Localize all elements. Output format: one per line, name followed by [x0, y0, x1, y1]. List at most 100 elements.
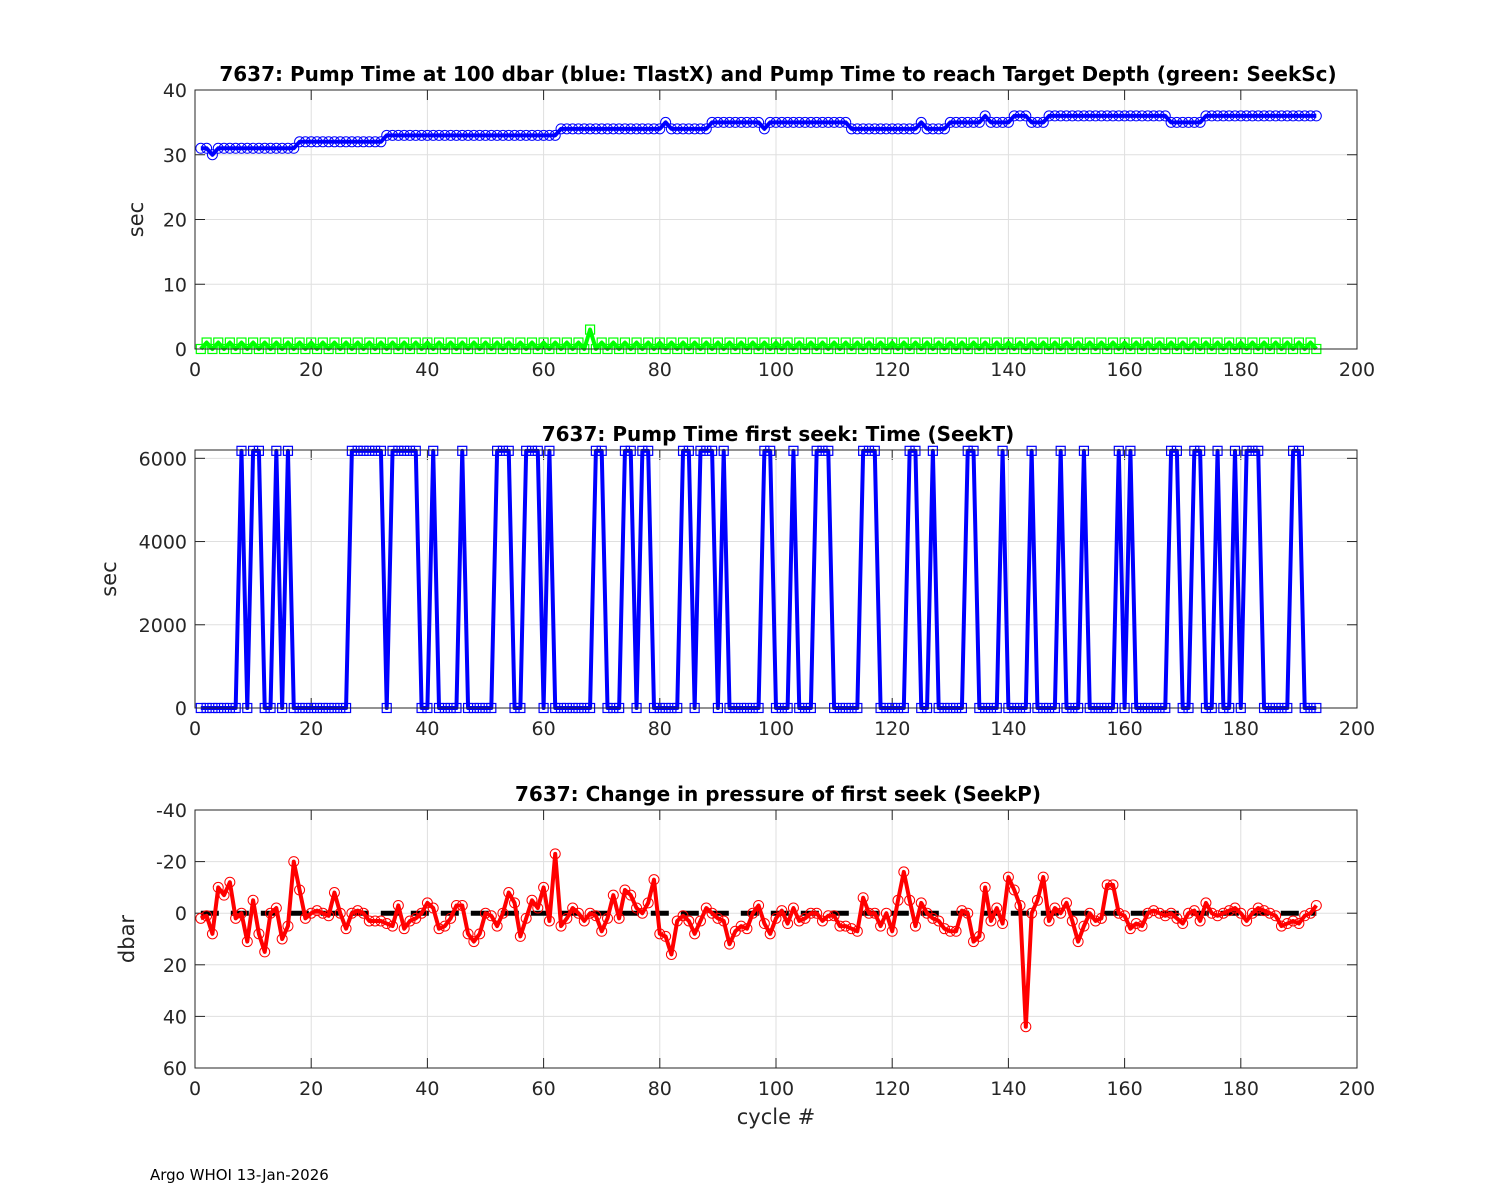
data-point-SeekSc [1189, 337, 1200, 348]
data-point-SeekP [805, 907, 817, 919]
data-point-TlastX [1188, 116, 1200, 128]
data-point-TlastX [299, 136, 311, 148]
data-point-SeekSc [1003, 337, 1014, 348]
data-point-TlastX [567, 123, 579, 135]
data-point-TlastX [1305, 110, 1317, 122]
data-point-SeekP [747, 907, 759, 919]
data-point-TlastX [1223, 110, 1235, 122]
data-point-SeekP [863, 907, 875, 919]
data-point-SeekT [393, 445, 404, 456]
data-point-TlastX [1090, 110, 1102, 122]
data-point-SeekP [538, 881, 550, 893]
data-point-SeekSc [561, 337, 572, 348]
data-point-TlastX [357, 136, 369, 148]
data-point-TlastX [968, 116, 980, 128]
data-point-TlastX [834, 116, 846, 128]
data-point-SeekSc [387, 337, 398, 348]
data-point-SeekP [485, 910, 497, 922]
data-point-SeekP [259, 946, 271, 958]
x-tick-label: 100 [758, 359, 794, 381]
data-point-TlastX [880, 123, 892, 135]
data-point-SeekSc [282, 337, 294, 348]
data-point-SeekP [282, 920, 294, 932]
data-point-TlastX [485, 129, 497, 141]
data-point-SeekP [642, 897, 654, 909]
y-tick-label: -20 [156, 852, 187, 874]
data-point-SeekP [590, 910, 602, 922]
data-point-SeekT [1055, 445, 1066, 456]
data-point-TlastX [1061, 110, 1072, 122]
data-point-TlastX [404, 129, 416, 141]
data-point-SeekP [561, 912, 573, 924]
data-point-SeekP [480, 907, 491, 919]
data-point-TlastX [1235, 110, 1247, 122]
data-point-SeekP [764, 928, 776, 940]
data-point-TlastX [311, 136, 323, 148]
data-point-SeekP [253, 928, 265, 940]
data-point-SeekT [352, 445, 363, 456]
data-point-SeekP [1281, 918, 1293, 930]
data-point-SeekP [288, 856, 300, 868]
data-point-SeekP [1183, 907, 1195, 919]
data-point-SeekP [892, 894, 904, 906]
data-point-TlastX [677, 123, 689, 135]
data-point-SeekP [270, 902, 282, 914]
data-point-SeekSc [364, 337, 375, 348]
data-point-TlastX [596, 123, 608, 135]
data-point-TlastX [1026, 116, 1038, 128]
data-point-SeekSc [550, 337, 561, 348]
data-point-TlastX [572, 123, 584, 135]
data-point-SeekSc [526, 337, 538, 348]
data-point-TlastX [799, 116, 811, 128]
data-point-SeekSc [375, 337, 387, 348]
data-point-TlastX [398, 129, 410, 141]
data-point-SeekSc [306, 337, 317, 348]
data-point-SeekSc [712, 337, 724, 348]
data-point-SeekSc [805, 337, 816, 348]
data-point-TlastX [1031, 116, 1043, 128]
data-point-SeekT [1195, 445, 1206, 456]
y-tick-label: 2000 [139, 615, 187, 637]
data-point-SeekT [271, 445, 282, 456]
data-point-TlastX [555, 123, 567, 135]
data-point-TlastX [921, 123, 933, 135]
data-point-TlastX [1264, 110, 1276, 122]
data-point-TlastX [1299, 110, 1311, 122]
y-tick-label: 0 [175, 698, 187, 720]
data-point-TlastX [433, 129, 445, 141]
data-point-SeekSc [433, 337, 445, 348]
data-point-TlastX [944, 116, 956, 128]
data-point-TlastX [340, 136, 352, 148]
data-point-SeekP [1026, 907, 1038, 919]
data-point-SeekP [381, 918, 393, 930]
x-tick-label: 100 [758, 718, 794, 740]
data-point-TlastX [206, 149, 218, 161]
data-point-SeekSc [1142, 337, 1153, 348]
data-point-SeekP [956, 905, 968, 917]
data-point-TlastX [439, 129, 451, 141]
y-tick-label: 10 [163, 274, 187, 296]
data-point-SeekSc [828, 337, 840, 348]
data-point-TlastX [1310, 110, 1322, 122]
data-point-SeekSc [1235, 337, 1246, 348]
data-point-TlastX [793, 116, 805, 128]
data-point-SeekP [311, 905, 323, 917]
axes-box [194, 809, 1358, 1069]
y-tick-label: -40 [156, 800, 187, 822]
data-point-SeekP [875, 920, 887, 932]
data-point-SeekT [404, 445, 416, 456]
data-point-SeekT [1241, 445, 1252, 456]
data-point-SeekSc [1177, 337, 1188, 348]
data-point-SeekT [358, 445, 369, 456]
data-point-SeekT [346, 445, 357, 456]
data-point-SeekT [759, 445, 770, 456]
axes-box [194, 449, 1358, 709]
data-point-TlastX [259, 142, 271, 154]
data-point-SeekP [387, 920, 399, 932]
data-point-TlastX [776, 116, 788, 128]
data-point-SeekP [1084, 907, 1096, 919]
data-point-SeekSc [317, 337, 328, 348]
data-point-TlastX [1130, 110, 1142, 122]
data-point-TlastX [462, 129, 474, 141]
data-point-TlastX [933, 123, 945, 135]
